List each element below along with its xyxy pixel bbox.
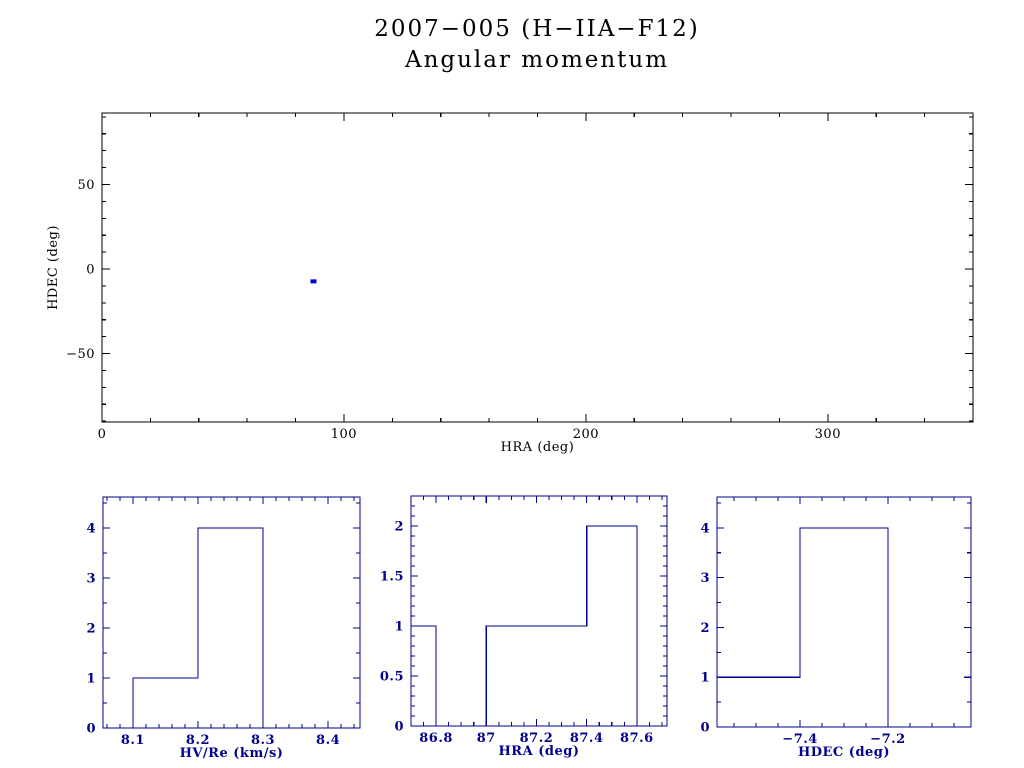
y-tick-label: 3 <box>86 572 96 587</box>
plot-frame <box>716 496 972 728</box>
x-axis-label: HRA (deg) <box>501 440 575 455</box>
x-axis-label: HV/Re (km/s) <box>180 746 284 761</box>
x-tick-label: 87.2 <box>520 731 554 746</box>
x-tick-label: 8.4 <box>316 733 340 748</box>
y-tick-label: 2 <box>394 520 404 535</box>
x-tick-label: 87 <box>477 731 496 746</box>
hra-histogram: 86.8 87 87.2 87.4 87.6 0 0.5 1 1.5 2 HRA (deg) <box>380 495 668 759</box>
x-tick-label: 0 <box>98 427 107 442</box>
y-axis-label: HDEC (deg) <box>46 225 61 310</box>
y-tick-label: 1 <box>86 672 96 687</box>
histogram-outline <box>132 527 264 728</box>
y-tick-label: 0.5 <box>380 670 404 685</box>
hv-histogram: 8.1 8.2 8.3 8.4 0 1 2 3 4 HV/Re (km/s) <box>86 496 361 761</box>
x-tick-label: 100 <box>331 427 357 442</box>
y-tick-label: 0 <box>86 263 95 278</box>
y-tick-label: 1.5 <box>380 570 404 585</box>
histogram-outline <box>410 525 638 727</box>
y-tick-label: 1 <box>394 620 404 635</box>
x-axis-label: HRA (deg) <box>499 744 580 759</box>
figure-title: 2007−005 (H−IIA−F12) <box>374 16 700 42</box>
y-tick-label: 0 <box>86 722 96 737</box>
x-tick-label: 86.8 <box>419 731 453 746</box>
y-tick-label: 4 <box>86 522 96 537</box>
x-axis-label: HDEC (deg) <box>798 745 890 760</box>
x-tick-label: 8.3 <box>251 733 275 748</box>
hdec-histogram: −7.4 −7.2 0 1 2 3 4 HDEC (deg) <box>700 496 972 760</box>
sky-plot: 0 100 200 300 −50 0 50 HRA (deg) HDEC (deg) <box>46 112 974 455</box>
x-tick-label: 8.2 <box>186 733 210 748</box>
y-tick-label: 50 <box>77 178 95 193</box>
x-tick-label: 200 <box>573 427 599 442</box>
y-tick-label: 0 <box>394 720 404 735</box>
data-point-marker <box>310 279 317 284</box>
x-tick-label: 87.6 <box>620 731 654 746</box>
y-tick-label: 2 <box>86 622 96 637</box>
x-tick-label: 300 <box>815 427 841 442</box>
plot-frame <box>102 496 361 729</box>
x-tick-label: 87.4 <box>570 731 604 746</box>
y-tick-label: 2 <box>700 621 710 636</box>
figure-subtitle: Angular momentum <box>404 47 670 73</box>
y-tick-label: −50 <box>66 347 95 362</box>
plot-frame <box>410 495 668 727</box>
y-tick-label: 3 <box>700 571 710 586</box>
plot-frame <box>101 112 974 423</box>
figure-title-block: 2007−005 (H−IIA−F12) Angular momentum <box>50 14 1024 76</box>
x-tick-label: −7.4 <box>782 732 818 747</box>
y-tick-label: 1 <box>700 671 710 686</box>
y-tick-label: 0 <box>700 721 710 736</box>
y-tick-label: 4 <box>700 521 710 536</box>
x-tick-label: 8.1 <box>121 733 145 748</box>
histogram-outline <box>716 527 889 727</box>
x-tick-label: −7.2 <box>870 732 906 747</box>
